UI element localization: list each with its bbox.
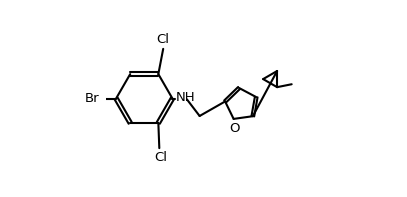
Text: Br: Br [85,92,100,105]
Text: O: O [229,122,239,135]
Text: Cl: Cl [157,33,170,46]
Text: Cl: Cl [154,151,167,164]
Text: NH: NH [176,91,195,104]
